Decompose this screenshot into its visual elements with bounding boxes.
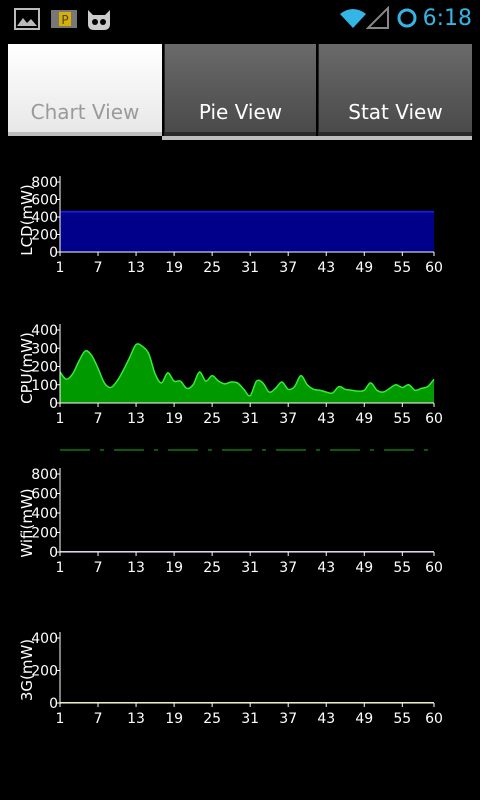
status-bar: P 6:18 xyxy=(0,0,480,38)
tab-label: Stat View xyxy=(348,100,443,124)
x-tick-label: 31 xyxy=(241,411,259,427)
tab-bar: Chart View Pie View Stat View xyxy=(8,44,472,140)
cpu-area xyxy=(60,343,434,403)
x-tick-label: 37 xyxy=(279,411,297,427)
x-tick-label: 19 xyxy=(165,711,183,727)
y-tick-label: 0 xyxy=(49,545,58,561)
wifi-icon xyxy=(340,9,366,28)
x-tick-label: 13 xyxy=(127,711,145,727)
tab-chart-view[interactable]: Chart View xyxy=(8,44,162,136)
x-tick-label: 19 xyxy=(165,411,183,427)
x-tick-label: 7 xyxy=(94,411,103,427)
y-tick-label: 200 xyxy=(31,664,58,680)
y-tick-label: 0 xyxy=(49,696,58,712)
x-tick-label: 1 xyxy=(56,711,65,727)
x-tick-label: 13 xyxy=(127,560,145,576)
y-tick-label: 200 xyxy=(31,360,58,376)
x-tick-label: 25 xyxy=(203,560,221,576)
x-tick-label: 49 xyxy=(355,711,373,727)
x-tick-label: 25 xyxy=(203,711,221,727)
y-tick-label: 400 xyxy=(31,506,58,522)
x-tick-label: 7 xyxy=(94,260,103,276)
y-tick-label: 100 xyxy=(31,378,58,394)
tab-pie-view[interactable]: Pie View xyxy=(164,44,316,136)
x-tick-label: 43 xyxy=(317,260,335,276)
x-tick-label: 13 xyxy=(127,260,145,276)
x-tick-label: 60 xyxy=(425,260,443,276)
y-tick-label: 400 xyxy=(31,631,58,647)
x-tick-label: 37 xyxy=(279,560,297,576)
x-tick-label: 7 xyxy=(94,711,103,727)
cpu-line xyxy=(59,343,435,397)
y-axis-label: CPU(mW) xyxy=(18,332,36,404)
tab-bar-underline xyxy=(162,136,472,140)
image-notification-icon xyxy=(14,8,40,30)
y-axis-label: 3G(mW) xyxy=(18,639,36,701)
chart-3g: 400 200 01 7 13 19 25 31 37 43 49 55 60 3G(mW) xyxy=(18,631,443,727)
tab-label: Pie View xyxy=(198,100,283,124)
x-tick-label: 19 xyxy=(165,560,183,576)
x-tick-label: 31 xyxy=(241,260,259,276)
x-tick-label: 55 xyxy=(393,560,411,576)
y-tick-label: 800 xyxy=(31,467,58,483)
y-axis-label: LCD(mW) xyxy=(18,184,36,256)
y-tick-label: 600 xyxy=(31,487,58,503)
y-tick-label: 0 xyxy=(49,396,58,412)
x-tick-label: 55 xyxy=(393,260,411,276)
battery-ring-icon xyxy=(397,8,417,28)
x-tick-label: 43 xyxy=(317,711,335,727)
x-tick-label: 19 xyxy=(165,260,183,276)
x-tick-label: 43 xyxy=(317,560,335,576)
x-tick-label: 37 xyxy=(279,260,297,276)
x-tick-label: 55 xyxy=(393,711,411,727)
y-tick-label: 200 xyxy=(31,526,58,542)
x-tick-label: 55 xyxy=(393,411,411,427)
y-tick-label: 600 xyxy=(31,193,58,209)
y-tick-label: 400 xyxy=(31,323,58,339)
x-tick-label: 37 xyxy=(279,711,297,727)
tab-label: Chart View xyxy=(30,100,140,124)
x-tick-label: 13 xyxy=(127,411,145,427)
y-axis-label: Wifi(mW) xyxy=(18,488,36,557)
x-tick-label: 60 xyxy=(425,560,443,576)
x-tick-label: 49 xyxy=(355,260,373,276)
chart-cpu: 400 300 200 100 01 7 13 19 25 31 37 43 49 55 60 CPU(mW) xyxy=(18,323,443,427)
x-tick-label: 43 xyxy=(317,411,335,427)
x-tick-label: 25 xyxy=(203,411,221,427)
x-tick-label: 49 xyxy=(355,411,373,427)
signal-icon xyxy=(366,6,389,29)
tab-stat-view[interactable]: Stat View xyxy=(318,44,472,136)
x-tick-label: 60 xyxy=(425,711,443,727)
x-tick-label: 49 xyxy=(355,560,373,576)
chart-wifi: 800 600 400 200 01 7 13 19 25 31 37 43 49 55 60 Wifi(mW… xyxy=(18,467,443,576)
x-tick-label: 31 xyxy=(241,711,259,727)
x-tick-label: 31 xyxy=(241,560,259,576)
x-tick-label: 25 xyxy=(203,260,221,276)
parking-app-icon: P xyxy=(51,10,77,28)
y-tick-label: 200 xyxy=(31,228,58,244)
clock: 6:18 xyxy=(422,6,472,31)
svg-text:P: P xyxy=(61,13,68,27)
y-tick-label: 400 xyxy=(31,210,58,226)
x-tick-label: 1 xyxy=(56,560,65,576)
x-tick-label: 1 xyxy=(56,260,65,276)
y-tick-label: 300 xyxy=(31,341,58,357)
x-tick-label: 60 xyxy=(425,411,443,427)
lcd-area xyxy=(60,211,434,252)
x-tick-label: 7 xyxy=(94,560,103,576)
cyanogen-mascot-icon xyxy=(88,10,110,30)
x-tick-label: 1 xyxy=(56,411,65,427)
y-tick-label: 0 xyxy=(49,245,58,261)
y-tick-label: 800 xyxy=(31,175,58,191)
